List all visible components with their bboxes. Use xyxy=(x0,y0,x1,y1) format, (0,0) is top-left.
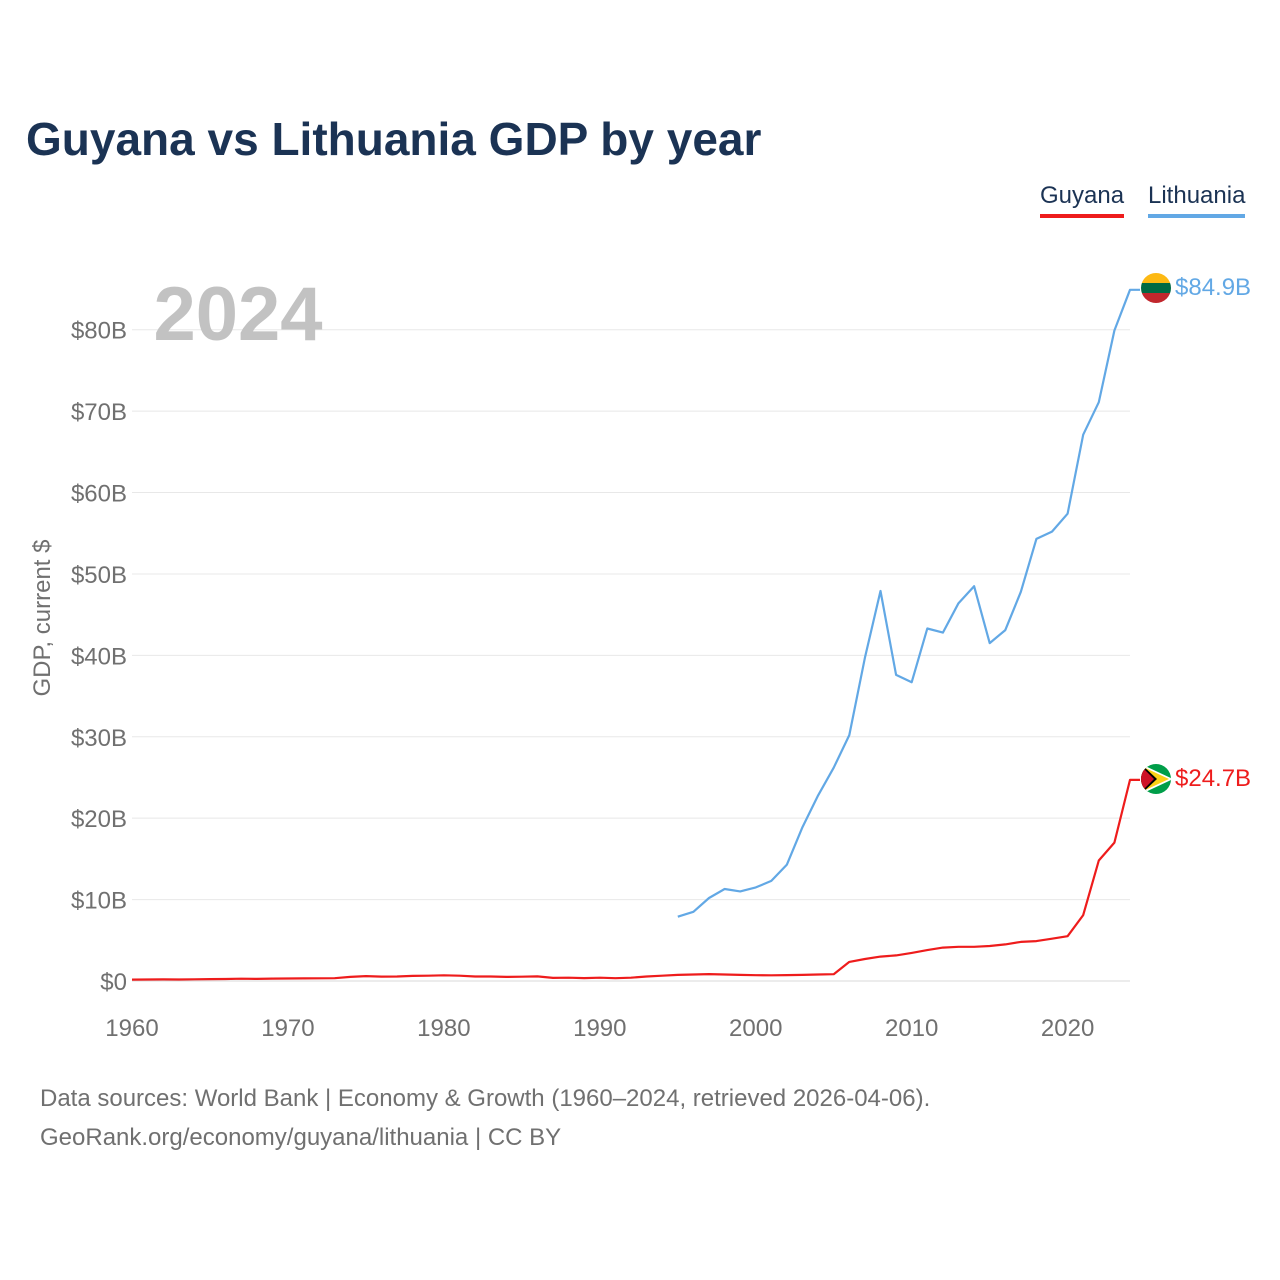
series-lines xyxy=(131,288,1140,981)
legend-item-lithuania[interactable]: Lithuania xyxy=(1148,182,1246,218)
x-tick-label: 1990 xyxy=(573,1015,626,1042)
y-tick-label: $80B xyxy=(71,318,127,345)
y-axis: $0 $10B $20B $30B $40B $50B $60B $70B $80B xyxy=(71,318,127,996)
y-tick-label: $70B xyxy=(71,399,127,426)
x-tick-label: 1980 xyxy=(417,1015,470,1042)
x-tick-label: 1960 xyxy=(105,1015,158,1042)
year-label: 2024 xyxy=(153,272,322,357)
data-source-note: Data sources: World Bank | Economy & Gro… xyxy=(40,1085,931,1112)
y-axis-title: GDP, current $ xyxy=(29,540,56,697)
series-line-lithuania[interactable] xyxy=(677,288,1140,918)
y-tick-label: $40B xyxy=(71,643,127,670)
lithuania-flag-icon xyxy=(1141,273,1171,303)
x-axis: 1960 1970 1980 1990 2000 2010 2020 xyxy=(105,1015,1094,1042)
guyana-flag-icon xyxy=(1141,764,1171,794)
gdp-line-chart: 2024 $0$10B$20B$30B$40B$50B$60B$70B$80B … xyxy=(29,272,1251,1042)
x-tick-label: 2010 xyxy=(885,1015,938,1042)
end-label-lithuania: $84.9B xyxy=(1175,274,1251,301)
chart-title: Guyana vs Lithuania GDP by year xyxy=(26,113,762,165)
gridlines xyxy=(132,329,1130,982)
series-line-guyana[interactable] xyxy=(131,778,1140,981)
credit-link[interactable]: GeoRank.org/economy/guyana/lithuania | C… xyxy=(40,1124,562,1151)
x-tick-label: 2020 xyxy=(1041,1015,1094,1042)
legend-item-guyana[interactable]: Guyana xyxy=(1040,182,1125,218)
y-tick-label: $10B xyxy=(71,888,127,915)
x-tick-label: 2000 xyxy=(729,1015,782,1042)
y-tick-label: $20B xyxy=(71,806,127,833)
y-tick-label: $50B xyxy=(71,562,127,589)
end-label-guyana: $24.7B xyxy=(1175,765,1251,792)
x-tick-label: 1970 xyxy=(261,1015,314,1042)
y-tick-label: $30B xyxy=(71,725,127,752)
y-tick-label: $0 xyxy=(100,969,127,996)
y-tick-label: $60B xyxy=(71,481,127,508)
